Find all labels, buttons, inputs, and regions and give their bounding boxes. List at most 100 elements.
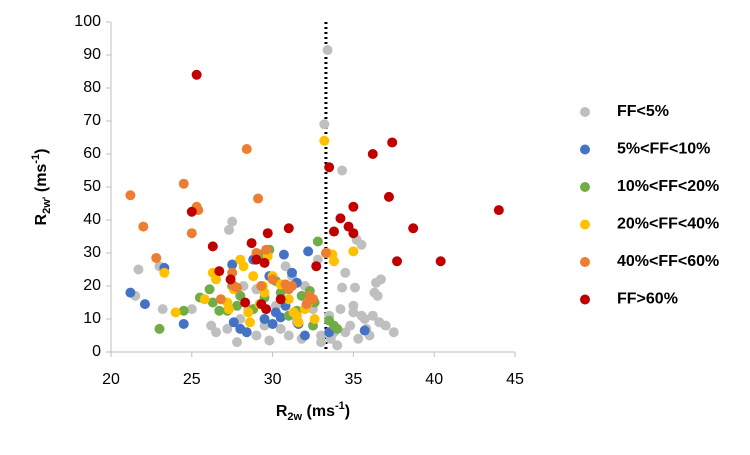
point (186, 228, 197, 239)
point (215, 294, 226, 305)
point (319, 135, 330, 146)
point (320, 248, 331, 258)
point (392, 256, 403, 267)
point (283, 330, 294, 341)
x-tick-label: 20 (102, 371, 120, 388)
point (337, 282, 348, 293)
point (211, 327, 222, 338)
y-tick-label: 30 (83, 244, 101, 261)
point (223, 304, 234, 315)
point (243, 307, 254, 318)
point (335, 304, 346, 315)
y-label-sub: 2w' (41, 196, 53, 214)
x-label-end: ) (345, 403, 350, 420)
point (340, 327, 351, 338)
y-label-sup: -1 (30, 154, 42, 164)
point (241, 327, 252, 338)
point (262, 228, 273, 239)
point (308, 294, 318, 305)
point (207, 241, 218, 252)
point (324, 162, 335, 173)
point (178, 178, 189, 189)
y-tick-label: 40 (83, 211, 101, 228)
point (232, 282, 243, 293)
y-label-end: ) (33, 149, 50, 154)
point (232, 337, 243, 348)
y-tick-label: 80 (83, 79, 101, 96)
point (207, 297, 218, 308)
x-tick-label: 40 (425, 371, 443, 388)
point (359, 325, 370, 336)
y-tick-label: 0 (92, 343, 101, 360)
point (337, 165, 348, 176)
point (348, 201, 359, 212)
y-tick-label: 20 (83, 277, 101, 294)
legend-label: 5%<FF<10% (617, 141, 710, 158)
point (244, 317, 255, 328)
point (296, 290, 307, 301)
point (383, 191, 394, 202)
point (238, 261, 249, 272)
point (214, 305, 225, 316)
point (356, 239, 367, 250)
point (348, 228, 359, 239)
legend-marker (580, 294, 590, 305)
point (286, 281, 297, 291)
legend-marker (580, 257, 590, 267)
point (199, 294, 210, 305)
point (275, 312, 286, 323)
point (329, 226, 340, 237)
point (435, 256, 446, 267)
point (261, 304, 272, 315)
point (275, 323, 286, 334)
point (332, 340, 343, 351)
point (322, 45, 333, 56)
point (186, 304, 197, 315)
point (214, 266, 225, 277)
x-tick-label: 45 (506, 371, 524, 388)
y-tick-label: 70 (83, 112, 101, 129)
point (493, 205, 504, 216)
point (367, 149, 378, 159)
x-tick-label: 30 (264, 371, 282, 388)
point (261, 244, 272, 255)
point (278, 249, 289, 260)
point (259, 257, 270, 268)
point (241, 144, 252, 155)
point (251, 330, 262, 341)
point (353, 333, 364, 344)
point (372, 290, 383, 301)
point (356, 310, 367, 321)
point (228, 317, 239, 328)
point (340, 267, 351, 278)
point (232, 300, 243, 311)
point (408, 223, 419, 234)
point (133, 264, 144, 275)
legend-marker (580, 144, 590, 155)
point (151, 252, 162, 263)
point (253, 193, 264, 204)
legend-label: FF>60% (617, 291, 678, 308)
point (350, 282, 361, 293)
point (159, 267, 170, 278)
point (375, 274, 386, 285)
point (332, 323, 343, 334)
point (348, 300, 359, 311)
point (312, 236, 323, 247)
point (211, 274, 222, 285)
point (280, 261, 291, 272)
point (259, 314, 270, 324)
point (154, 323, 165, 334)
point (388, 327, 399, 338)
x-label-main: R (276, 403, 288, 420)
point (246, 238, 257, 249)
x-tick-label: 35 (345, 371, 363, 388)
point (267, 318, 278, 329)
point (125, 190, 136, 201)
point (348, 246, 359, 257)
point (227, 259, 238, 270)
point (256, 281, 267, 291)
point (225, 274, 236, 285)
point (223, 224, 234, 235)
point (157, 304, 168, 315)
